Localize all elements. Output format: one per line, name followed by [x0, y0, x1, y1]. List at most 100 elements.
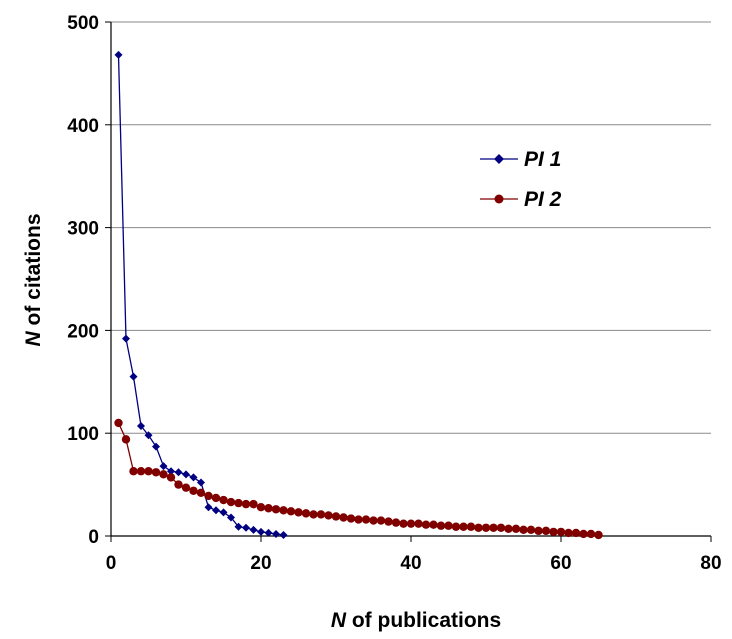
data-point — [137, 422, 145, 431]
data-point — [406, 519, 416, 528]
data-point — [196, 488, 206, 498]
data-point — [414, 519, 423, 528]
data-point — [197, 478, 205, 487]
data-point — [526, 525, 536, 535]
x-tick-label: 80 — [700, 553, 721, 574]
data-point — [121, 435, 131, 444]
legend-label-pi2: PI 2 — [524, 188, 562, 211]
data-point — [166, 473, 176, 482]
data-point — [129, 372, 138, 381]
data-point — [504, 524, 513, 534]
data-point — [242, 523, 250, 532]
data-point — [541, 526, 551, 536]
data-point — [144, 467, 153, 476]
data-point — [586, 529, 596, 539]
legend-marker-pi2 — [494, 194, 504, 204]
data-point — [511, 524, 521, 534]
data-point — [331, 512, 341, 521]
data-point — [444, 521, 453, 530]
data-point — [474, 523, 483, 532]
y-tick-label: 500 — [67, 13, 99, 34]
data-point — [249, 499, 258, 509]
data-point — [227, 513, 235, 522]
data-point — [234, 498, 243, 508]
y-tick-label: 400 — [67, 116, 99, 137]
data-point — [114, 50, 123, 59]
y-tick-label: 300 — [67, 219, 99, 240]
data-point — [182, 470, 190, 479]
data-point — [136, 467, 146, 476]
data-point — [429, 520, 438, 529]
data-point — [466, 522, 476, 531]
data-point — [376, 516, 386, 525]
x-axis-title-rest: of publications — [346, 609, 501, 632]
data-point — [391, 518, 401, 527]
data-point — [212, 506, 220, 515]
x-tick-label: 0 — [106, 553, 117, 574]
data-point — [286, 507, 296, 516]
data-point — [264, 528, 273, 537]
data-point — [122, 334, 130, 343]
data-point — [324, 511, 333, 520]
data-point — [144, 431, 153, 440]
data-point — [279, 506, 288, 515]
axes — [105, 21, 712, 542]
series-line — [117, 54, 284, 536]
data-point — [174, 480, 183, 489]
data-point — [159, 470, 168, 479]
y-tick-label: 0 — [88, 527, 99, 548]
data-point — [219, 495, 228, 505]
data-point — [181, 483, 191, 492]
series-pi-2 — [114, 418, 603, 540]
data-point — [257, 527, 265, 536]
data-point — [159, 462, 168, 471]
data-point — [219, 508, 228, 517]
legend: PI 1 PI 2 — [480, 148, 562, 211]
x-tick-label: 20 — [250, 553, 271, 574]
data-point — [151, 468, 161, 477]
y-axis-title: N of citations — [22, 213, 45, 346]
data-point — [211, 493, 221, 503]
tick-labels: 0 100 200 300 400 500 0 20 40 60 80 — [67, 13, 721, 574]
data-point — [152, 442, 160, 451]
data-point — [339, 513, 348, 522]
data-point — [534, 526, 543, 536]
data-point — [272, 529, 280, 538]
data-point — [549, 527, 558, 537]
legend-label-pi1: PI 1 — [524, 148, 561, 171]
data-point — [361, 515, 371, 524]
data-point — [421, 520, 431, 529]
y-axis-title-rest: of citations — [22, 213, 45, 331]
y-tick-label: 100 — [67, 424, 99, 445]
y-tick-label: 200 — [67, 321, 99, 342]
data-point — [114, 418, 123, 428]
data-point — [316, 510, 326, 519]
data-point — [301, 509, 311, 518]
data-point — [256, 503, 266, 512]
x-tick-label: 40 — [400, 553, 421, 574]
data-point — [129, 467, 138, 476]
data-point — [279, 530, 288, 539]
data-point — [234, 522, 243, 531]
data-point — [249, 525, 258, 534]
data-point — [481, 523, 491, 532]
data-point — [204, 491, 213, 501]
data-point — [309, 510, 318, 519]
data-point — [369, 516, 378, 525]
data-point — [174, 468, 183, 477]
data-point — [459, 522, 468, 531]
legend-marker-pi1 — [494, 154, 504, 164]
data-point — [496, 523, 506, 532]
data-point — [241, 499, 251, 509]
data-point — [489, 523, 498, 532]
data-point — [399, 519, 408, 528]
data-point — [226, 497, 236, 507]
data-point — [354, 515, 363, 524]
data-point — [556, 527, 566, 537]
data-point — [189, 473, 198, 482]
series-layer — [114, 50, 603, 540]
data-point — [264, 504, 273, 513]
data-point — [189, 486, 198, 495]
data-point — [271, 505, 281, 514]
